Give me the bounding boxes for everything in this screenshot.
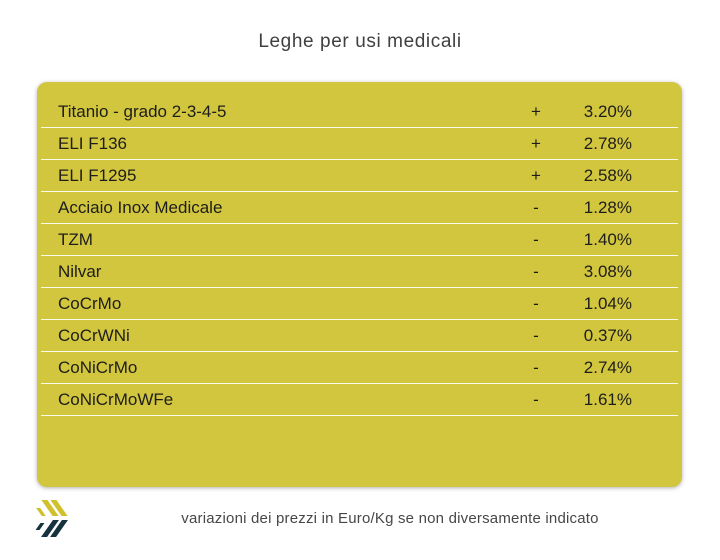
change-value: 1.28%: [583, 197, 632, 217]
table-row: TZM - 1.40%: [41, 224, 678, 256]
table-row: ELI F1295 + 2.58%: [41, 160, 678, 192]
table-row: ELI F136 + 2.78%: [41, 128, 678, 160]
change-value: 2.74%: [583, 357, 632, 377]
table-row: Nilvar - 3.08%: [41, 256, 678, 288]
change-sign: -: [533, 261, 539, 281]
table-row: CoCrMo - 1.04%: [41, 288, 678, 320]
alloy-name: Nilvar: [58, 261, 102, 281]
alloy-price-table: Titanio - grado 2-3-4-5 + 3.20% ELI F136…: [37, 82, 682, 487]
change-sign: +: [531, 133, 541, 153]
logo-yellow-slashes-icon: [36, 500, 70, 516]
change-sign: -: [533, 357, 539, 377]
alloy-name: CoNiCrMo: [58, 357, 138, 377]
change-sign: -: [533, 229, 539, 249]
footer-note: variazioni dei prezzi in Euro/Kg se non …: [181, 510, 599, 527]
logo-navy-slashes-icon: [35, 520, 70, 537]
alloy-name: ELI F136: [58, 133, 127, 153]
alloy-name: Acciaio Inox Medicale: [58, 197, 223, 217]
change-value: 1.40%: [583, 229, 632, 249]
change-sign: -: [533, 197, 539, 217]
change-sign: +: [531, 165, 541, 185]
change-value: 1.61%: [583, 389, 632, 409]
change-value: 3.08%: [583, 261, 632, 281]
metalweek-logo-icon: [35, 499, 70, 541]
change-sign: -: [533, 293, 539, 313]
table-row: CoNiCrMo - 2.74%: [41, 352, 678, 384]
change-sign: -: [533, 325, 539, 345]
table-row: CoCrWNi - 0.37%: [41, 320, 678, 352]
alloy-name: TZM: [58, 229, 93, 249]
alloy-table-body: Titanio - grado 2-3-4-5 + 3.20% ELI F136…: [41, 96, 678, 416]
table-row: CoNiCrMoWFe - 1.61%: [41, 384, 678, 416]
alloy-name: CoCrMo: [58, 293, 122, 313]
page-title: Leghe per usi medicali: [258, 31, 462, 52]
change-value: 0.37%: [583, 325, 632, 345]
change-sign: +: [531, 101, 541, 121]
alloy-name: ELI F1295: [58, 165, 137, 185]
change-value: 3.20%: [583, 101, 632, 121]
change-sign: -: [533, 389, 539, 409]
alloy-name: CoCrWNi: [58, 325, 130, 345]
change-value: 2.78%: [583, 133, 632, 153]
alloy-name: Titanio - grado 2-3-4-5: [58, 101, 227, 121]
table-row: Titanio - grado 2-3-4-5 + 3.20%: [41, 96, 678, 128]
change-value: 1.04%: [583, 293, 632, 313]
alloy-name: CoNiCrMoWFe: [58, 389, 174, 409]
change-value: 2.58%: [583, 165, 632, 185]
table-row: Acciaio Inox Medicale - 1.28%: [41, 192, 678, 224]
